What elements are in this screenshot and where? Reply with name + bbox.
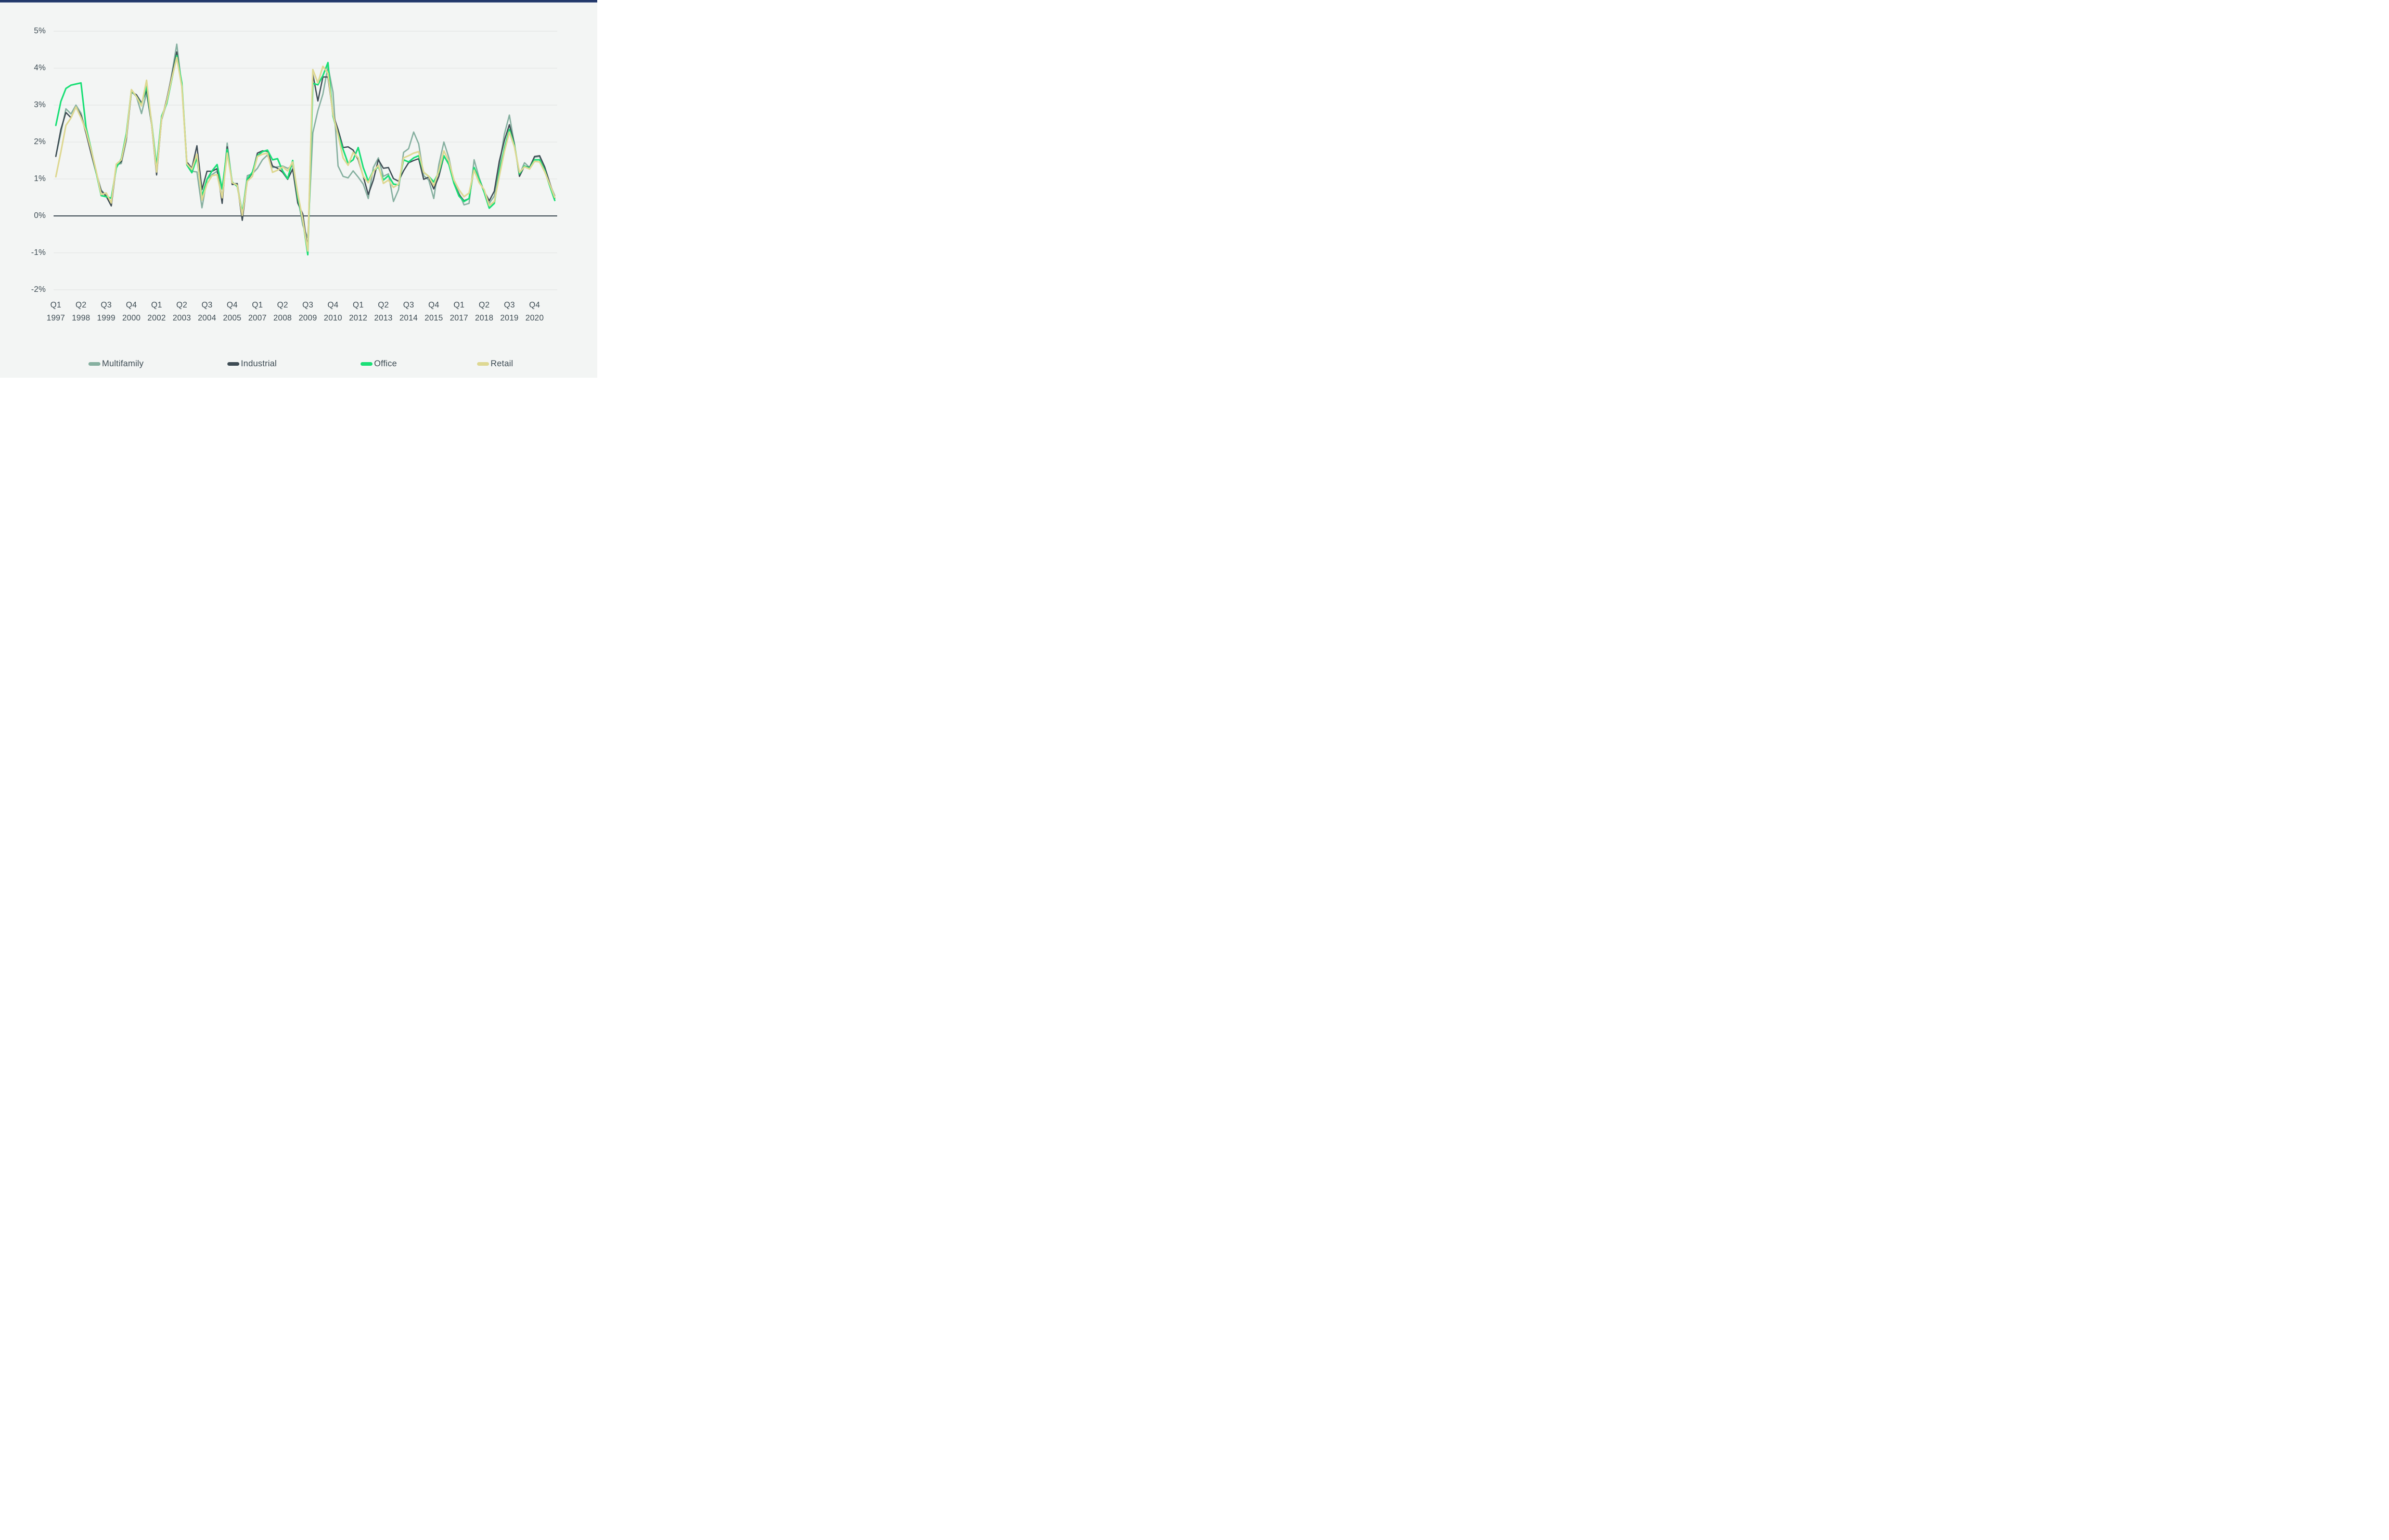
- report-chart-page: 5% 4% 3% 2% 1% 0% -1% -2% Q1 1997 Q2 1998 Q3 1999 Q4 2…: [0, 0, 597, 385]
- x-tick-year-label: 2014: [399, 314, 418, 323]
- x-tick-year-label: 2013: [374, 314, 393, 323]
- x-tick-quarter-label: Q2: [176, 301, 187, 310]
- legend-label: Industrial: [241, 358, 277, 368]
- x-tick-quarter-label: Q4: [126, 301, 137, 310]
- x-tick-quarter-label: Q4: [428, 301, 440, 310]
- x-tick-quarter-label: Q1: [50, 301, 61, 310]
- x-tick-quarter-label: Q2: [277, 301, 288, 310]
- x-tick-year-label: 2015: [425, 314, 443, 323]
- series-line-retail: [55, 56, 556, 252]
- x-tick-year-label: 2019: [500, 314, 519, 323]
- x-tick-quarter-label: Q4: [529, 301, 541, 310]
- x-tick-quarter-label: Q3: [100, 301, 112, 310]
- chart-panel: 5% 4% 3% 2% 1% 0% -1% -2% Q1 1997 Q2 1998 Q3 1999 Q4 2…: [0, 3, 597, 378]
- legend-swatch-icon: [88, 362, 100, 366]
- y-tick-label: 4%: [34, 63, 46, 72]
- y-tick-label: -1%: [31, 248, 46, 257]
- x-tick-quarter-label: Q3: [302, 301, 314, 310]
- x-tick-quarter-label: Q4: [327, 301, 339, 310]
- x-tick-quarter-label: Q3: [504, 301, 515, 310]
- y-tick-label: 3%: [34, 100, 46, 109]
- top-navy-bar: [0, 0, 597, 3]
- x-tick-quarter-label: Q4: [226, 301, 238, 310]
- x-tick-quarter-label: Q3: [403, 301, 414, 310]
- x-tick-year-label: 2009: [298, 314, 317, 323]
- series-line-office: [55, 55, 556, 256]
- y-tick-label: 5%: [34, 27, 46, 35]
- x-tick-quarter-label: Q2: [378, 301, 389, 310]
- legend-label: Retail: [491, 358, 513, 368]
- y-tick-label: 2%: [34, 137, 46, 146]
- series-line-multifamily: [55, 43, 556, 239]
- x-tick-quarter-label: Q1: [151, 301, 162, 310]
- line-chart: [54, 31, 557, 290]
- x-tick-quarter-label: Q3: [201, 301, 213, 310]
- x-tick-year-label: 1998: [72, 314, 91, 323]
- x-tick-year-label: 2000: [122, 314, 141, 323]
- x-tick-year-label: 2012: [349, 314, 368, 323]
- legend-swatch-icon: [477, 362, 489, 366]
- chart-legend: Multifamily Industrial Office Retail: [0, 357, 597, 373]
- x-tick-year-label: 1997: [46, 314, 65, 323]
- legend-label: Multifamily: [102, 358, 144, 368]
- x-tick-year-label: 2018: [475, 314, 494, 323]
- x-tick-quarter-label: Q1: [252, 301, 263, 310]
- x-tick-year-label: 2017: [449, 314, 468, 323]
- x-tick-year-label: 2020: [525, 314, 544, 323]
- series-line-industrial: [55, 51, 556, 250]
- legend-swatch-icon: [227, 362, 239, 366]
- x-tick-year-label: 2010: [324, 314, 342, 323]
- x-tick-quarter-label: Q1: [453, 301, 465, 310]
- legend-item-retail: Retail: [477, 357, 513, 370]
- y-tick-label: -2%: [31, 285, 46, 294]
- x-tick-year-label: 2003: [172, 314, 191, 323]
- y-tick-label: 0%: [34, 211, 46, 220]
- x-tick-year-label: 2002: [147, 314, 166, 323]
- x-tick-year-label: 1999: [97, 314, 115, 323]
- legend-swatch-icon: [361, 362, 373, 366]
- x-tick-quarter-label: Q1: [352, 301, 364, 310]
- x-tick-year-label: 2005: [223, 314, 241, 323]
- legend-item-office: Office: [361, 357, 397, 370]
- legend-item-industrial: Industrial: [227, 357, 277, 370]
- x-tick-quarter-label: Q2: [479, 301, 490, 310]
- y-tick-label: 1%: [34, 174, 46, 183]
- legend-label: Office: [374, 358, 397, 368]
- x-tick-quarter-label: Q2: [75, 301, 87, 310]
- x-tick-year-label: 2007: [248, 314, 267, 323]
- legend-item-multifamily: Multifamily: [88, 357, 144, 370]
- x-tick-year-label: 2008: [273, 314, 292, 323]
- x-tick-year-label: 2004: [198, 314, 216, 323]
